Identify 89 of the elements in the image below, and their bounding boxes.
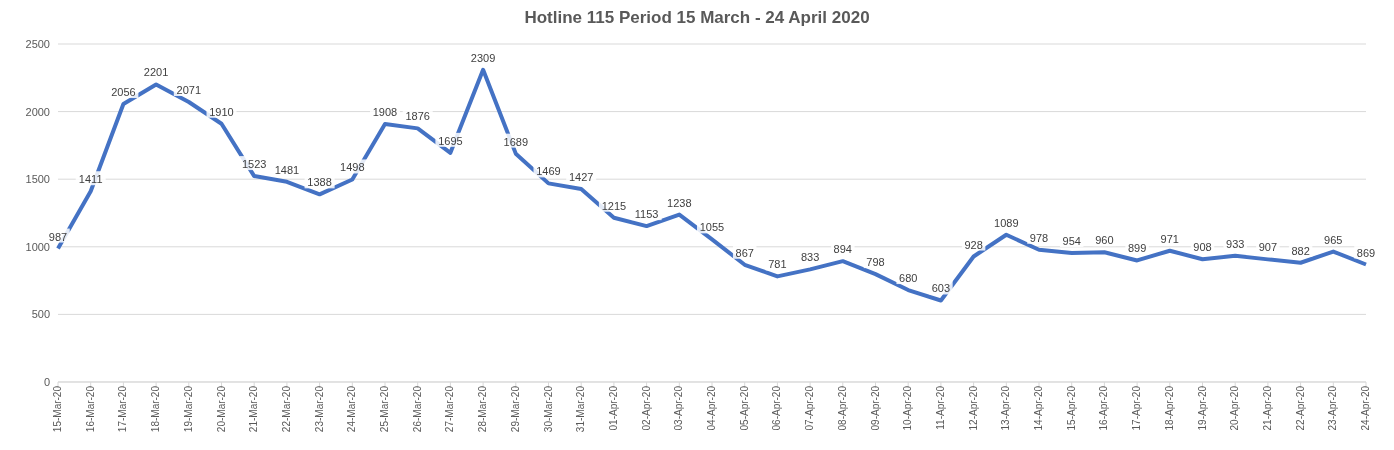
- x-tick-label: 17-Apr-20: [1131, 385, 1143, 431]
- data-label: 1481: [274, 163, 300, 176]
- data-label: 1427: [568, 171, 594, 184]
- data-label: 1695: [438, 134, 463, 147]
- data-label: 928: [964, 238, 983, 251]
- data-label: 960: [1095, 234, 1114, 247]
- x-tick-label: 11-Apr-20: [935, 385, 946, 430]
- x-tick-label: 23-Mar-20: [313, 385, 325, 433]
- x-tick-label: 18-Mar-20: [150, 385, 162, 433]
- x-tick-label: 18-Apr-20: [1163, 385, 1175, 431]
- data-label: 1153: [634, 208, 659, 221]
- x-tick-label: 19-Mar-20: [182, 385, 194, 433]
- x-tick-label: 12-Apr-20: [967, 385, 979, 431]
- x-tick-label: 17-Mar-20: [117, 385, 129, 433]
- x-tick-label: 24-Apr-20: [1360, 385, 1372, 431]
- data-label: 867: [735, 246, 754, 259]
- x-tick-label: 30-Mar-20: [542, 385, 554, 433]
- data-label: 798: [866, 256, 885, 269]
- data-label: 1876: [405, 110, 430, 123]
- data-label: 1498: [340, 161, 365, 174]
- y-tick-label: 1000: [25, 240, 50, 253]
- y-tick-label: 0: [43, 375, 50, 388]
- x-tick-label: 22-Apr-20: [1294, 385, 1306, 431]
- data-label: 1089: [994, 216, 1019, 229]
- x-tick-label: 09-Apr-20: [869, 385, 881, 431]
- x-tick-label: 23-Apr-20: [1327, 385, 1339, 431]
- data-label: 1910: [209, 105, 234, 118]
- data-label: 869: [1356, 246, 1376, 259]
- data-label: 987: [48, 230, 68, 243]
- x-tick-label: 19-Apr-20: [1196, 385, 1208, 431]
- x-tick-label: 26-Mar-20: [411, 385, 423, 433]
- x-tick-label: 15-Apr-20: [1065, 385, 1077, 431]
- x-tick-label: 16-Mar-20: [84, 385, 96, 433]
- x-tick-label: 20-Apr-20: [1229, 385, 1241, 431]
- x-tick-label: 08-Apr-20: [836, 385, 848, 431]
- data-label: 899: [1127, 242, 1147, 255]
- x-tick-label: 04-Apr-20: [706, 385, 718, 431]
- y-tick-label: 1500: [25, 173, 50, 186]
- data-label: 965: [1324, 233, 1343, 246]
- data-label: 2201: [143, 66, 169, 79]
- data-label: 833: [800, 251, 820, 264]
- data-label: 1055: [699, 221, 725, 234]
- data-label: 882: [1291, 244, 1310, 257]
- data-label: 1215: [601, 199, 627, 212]
- data-label: 1238: [667, 196, 692, 209]
- data-label: 978: [1029, 231, 1049, 244]
- data-label: 2309: [470, 51, 496, 64]
- x-tick-label: 27-Mar-20: [444, 385, 456, 433]
- data-label: 908: [1193, 241, 1212, 254]
- data-label: 954: [1062, 235, 1081, 248]
- data-label: 781: [768, 258, 787, 271]
- x-tick-label: 14-Apr-20: [1033, 385, 1045, 431]
- data-label: 1523: [241, 158, 267, 171]
- x-tick-label: 21-Mar-20: [248, 385, 260, 433]
- data-label: 603: [931, 282, 951, 295]
- data-label: 2056: [111, 86, 136, 99]
- data-label: 1411: [78, 173, 103, 186]
- data-label: 907: [1258, 241, 1278, 254]
- data-label: 971: [1160, 232, 1179, 245]
- data-label: 933: [1226, 237, 1245, 250]
- x-tick-label: 20-Mar-20: [215, 385, 227, 433]
- data-label: 894: [833, 243, 852, 256]
- y-tick-label: 2500: [25, 37, 50, 50]
- data-label: 1689: [503, 135, 529, 148]
- x-tick-label: 22-Mar-20: [281, 385, 292, 433]
- x-tick-label: 06-Apr-20: [771, 385, 783, 431]
- data-label: 2071: [176, 84, 202, 96]
- x-tick-label: 02-Apr-20: [640, 385, 652, 431]
- x-tick-label: 10-Apr-20: [902, 385, 914, 431]
- data-label: 1388: [307, 176, 332, 189]
- x-tick-label: 24-Mar-20: [346, 385, 358, 433]
- x-tick-label: 16-Apr-20: [1098, 385, 1110, 431]
- x-tick-label: 05-Apr-20: [738, 385, 750, 431]
- data-label: 1908: [372, 106, 398, 119]
- y-tick-label: 500: [31, 308, 50, 321]
- data-label: 680: [899, 272, 918, 285]
- x-tick-label: 01-Apr-20: [608, 385, 619, 431]
- x-tick-label: 13-Apr-20: [1000, 385, 1012, 431]
- x-tick-label: 15-Mar-20: [52, 385, 64, 433]
- x-tick-label: 29-Mar-20: [509, 385, 521, 433]
- x-tick-label: 25-Mar-20: [379, 385, 391, 433]
- y-tick-label: 2000: [25, 105, 50, 118]
- chart-title: Hotline 115 Period 15 March - 24 April 2020: [523, 8, 871, 29]
- x-tick-label: 21-Apr-20: [1262, 385, 1273, 431]
- data-label: 1469: [536, 165, 561, 178]
- x-tick-label: 31-Mar-20: [575, 385, 587, 433]
- x-tick-label: 07-Apr-20: [804, 385, 816, 431]
- x-tick-label: 28-Mar-20: [477, 385, 489, 433]
- x-tick-label: 03-Apr-20: [673, 385, 685, 431]
